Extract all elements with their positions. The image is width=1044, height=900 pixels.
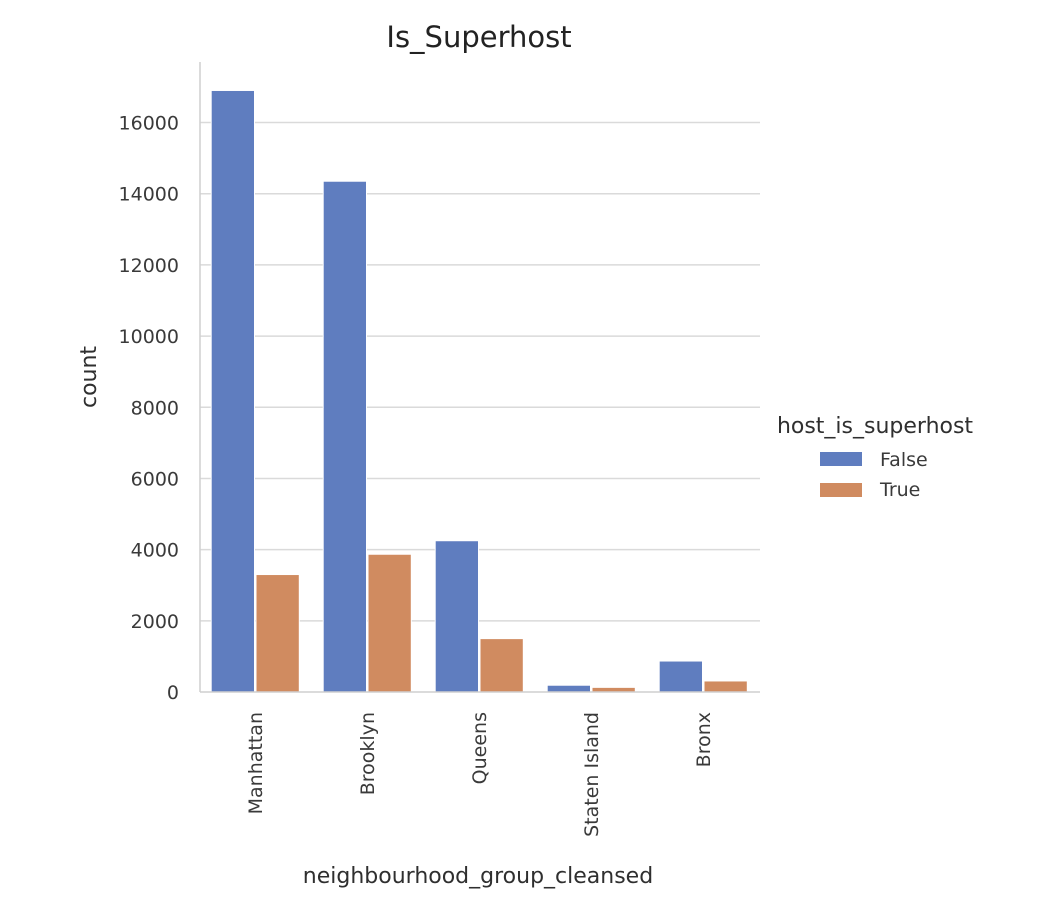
x-tick-label: Bronx [693,712,715,767]
legend-label-true: True [879,479,920,501]
y-tick-label: 14000 [119,184,179,206]
y-tick-labels: 0 2000 4000 6000 8000 10000 12000 14000 16000 [119,113,179,704]
y-tick-label: 4000 [131,540,179,562]
y-tick-label: 12000 [119,255,179,277]
legend: host_is_superhost False True [777,414,973,501]
bar-brooklyn-true [367,553,412,693]
x-tick-label: Manhattan [245,712,267,814]
y-tick-label: 6000 [131,468,179,490]
chart-title: Is_Superhost [386,20,571,54]
bar-manhattan-true [255,574,300,693]
legend-label-false: False [880,449,928,471]
bar-staten-island-false [546,684,592,693]
bars [210,89,748,693]
y-tick-label: 2000 [131,611,179,633]
legend-title: host_is_superhost [777,414,973,439]
axes [199,62,760,693]
y-tick-label: 0 [167,682,179,704]
x-tick-label: Staten Island [581,712,603,837]
y-tick-label: 8000 [131,397,179,419]
legend-swatch-false [820,452,862,466]
y-axis-label: count [77,346,102,408]
bar-queens-true [479,638,524,693]
x-tick-labels: Manhattan Brooklyn Queens Staten Island Bron… [245,712,715,837]
x-axis-label: neighbourhood_group_cleansed [303,864,653,889]
y-tick-label: 10000 [119,326,179,348]
bar-manhattan-false [210,89,255,693]
y-tick-label: 16000 [119,113,179,135]
bar-brooklyn-false [322,180,368,693]
bar-bronx-false [658,660,704,693]
bar-queens-false [434,540,480,693]
x-tick-label: Queens [469,712,491,784]
x-tick-label: Brooklyn [357,712,379,795]
gridlines [200,121,760,622]
legend-swatch-true [820,483,862,497]
bar-bronx-true [703,680,748,693]
